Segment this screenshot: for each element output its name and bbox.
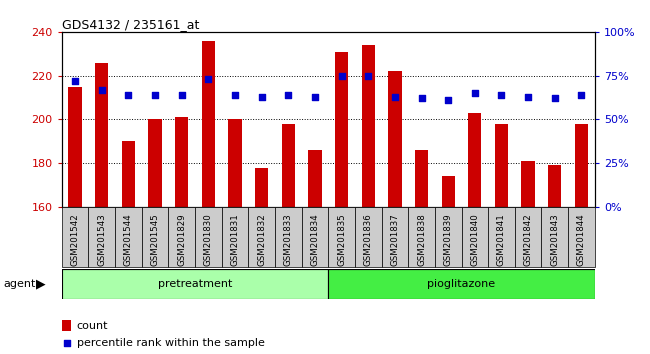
Bar bbox=[308, 150, 322, 354]
Text: pretreatment: pretreatment bbox=[158, 279, 232, 289]
Bar bbox=[441, 176, 455, 354]
Bar bbox=[488, 207, 515, 267]
Point bbox=[443, 97, 454, 103]
Bar bbox=[495, 124, 508, 354]
Bar bbox=[361, 45, 375, 354]
Text: percentile rank within the sample: percentile rank within the sample bbox=[77, 338, 265, 348]
Text: GSM201841: GSM201841 bbox=[497, 213, 506, 266]
Bar bbox=[541, 207, 568, 267]
Bar bbox=[521, 161, 535, 354]
Point bbox=[523, 94, 533, 99]
Text: GSM201839: GSM201839 bbox=[444, 213, 452, 266]
Bar bbox=[62, 320, 72, 331]
Point bbox=[203, 76, 213, 82]
Point bbox=[577, 92, 587, 98]
Point bbox=[469, 90, 480, 96]
Text: GSM201830: GSM201830 bbox=[204, 213, 213, 266]
Text: GSM201544: GSM201544 bbox=[124, 213, 133, 266]
Bar bbox=[568, 207, 595, 267]
Bar bbox=[388, 71, 402, 354]
Bar bbox=[468, 113, 482, 354]
Bar bbox=[248, 207, 275, 267]
Bar bbox=[62, 269, 328, 299]
Text: GSM201829: GSM201829 bbox=[177, 213, 186, 266]
Point bbox=[70, 78, 81, 84]
Text: GSM201831: GSM201831 bbox=[231, 213, 239, 266]
Point bbox=[61, 340, 72, 346]
Point bbox=[230, 92, 240, 98]
Bar bbox=[335, 52, 348, 354]
Text: GSM201843: GSM201843 bbox=[551, 213, 559, 266]
Bar bbox=[95, 63, 109, 354]
Point bbox=[283, 92, 294, 98]
Text: GSM201832: GSM201832 bbox=[257, 213, 266, 266]
Bar bbox=[62, 207, 88, 267]
Bar bbox=[408, 207, 435, 267]
Point bbox=[256, 94, 267, 99]
Text: GSM201837: GSM201837 bbox=[391, 213, 399, 266]
Bar bbox=[175, 117, 188, 354]
Bar bbox=[355, 207, 382, 267]
Text: GSM201833: GSM201833 bbox=[284, 213, 292, 266]
Bar bbox=[88, 207, 115, 267]
Bar bbox=[168, 207, 195, 267]
Point bbox=[363, 73, 373, 79]
Bar bbox=[142, 207, 168, 267]
Bar bbox=[195, 207, 222, 267]
Text: GDS4132 / 235161_at: GDS4132 / 235161_at bbox=[62, 18, 199, 31]
Text: GSM201836: GSM201836 bbox=[364, 213, 372, 266]
Text: ▶: ▶ bbox=[36, 278, 45, 291]
Point bbox=[124, 92, 134, 98]
Text: GSM201835: GSM201835 bbox=[337, 213, 346, 266]
Bar bbox=[202, 41, 215, 354]
Text: GSM201834: GSM201834 bbox=[311, 213, 319, 266]
Point bbox=[337, 73, 347, 79]
Bar bbox=[575, 124, 588, 354]
Text: GSM201838: GSM201838 bbox=[417, 213, 426, 266]
Bar bbox=[328, 207, 355, 267]
Text: GSM201545: GSM201545 bbox=[151, 213, 159, 266]
Bar bbox=[68, 87, 82, 354]
Bar bbox=[222, 207, 248, 267]
Bar bbox=[281, 124, 295, 354]
Text: GSM201842: GSM201842 bbox=[524, 213, 532, 266]
Bar bbox=[122, 141, 135, 354]
Point bbox=[390, 94, 400, 99]
Text: GSM201543: GSM201543 bbox=[98, 213, 106, 266]
Bar bbox=[115, 207, 142, 267]
Point bbox=[96, 87, 107, 92]
Text: pioglitazone: pioglitazone bbox=[428, 279, 495, 289]
Bar bbox=[228, 120, 242, 354]
Text: GSM201840: GSM201840 bbox=[471, 213, 479, 266]
Text: GSM201844: GSM201844 bbox=[577, 213, 586, 266]
Bar bbox=[515, 207, 541, 267]
Point bbox=[550, 96, 560, 101]
Point bbox=[310, 94, 320, 99]
Point bbox=[150, 92, 161, 98]
Bar bbox=[328, 269, 595, 299]
Bar bbox=[415, 150, 428, 354]
Bar bbox=[435, 207, 462, 267]
Bar bbox=[255, 168, 268, 354]
Point bbox=[497, 92, 507, 98]
Text: agent: agent bbox=[3, 279, 36, 289]
Bar bbox=[382, 207, 408, 267]
Bar bbox=[462, 207, 488, 267]
Bar bbox=[148, 120, 162, 354]
Text: count: count bbox=[77, 321, 108, 331]
Bar bbox=[548, 165, 562, 354]
Bar bbox=[275, 207, 302, 267]
Point bbox=[177, 92, 187, 98]
Point bbox=[417, 96, 427, 101]
Text: GSM201542: GSM201542 bbox=[71, 213, 79, 266]
Bar bbox=[302, 207, 328, 267]
